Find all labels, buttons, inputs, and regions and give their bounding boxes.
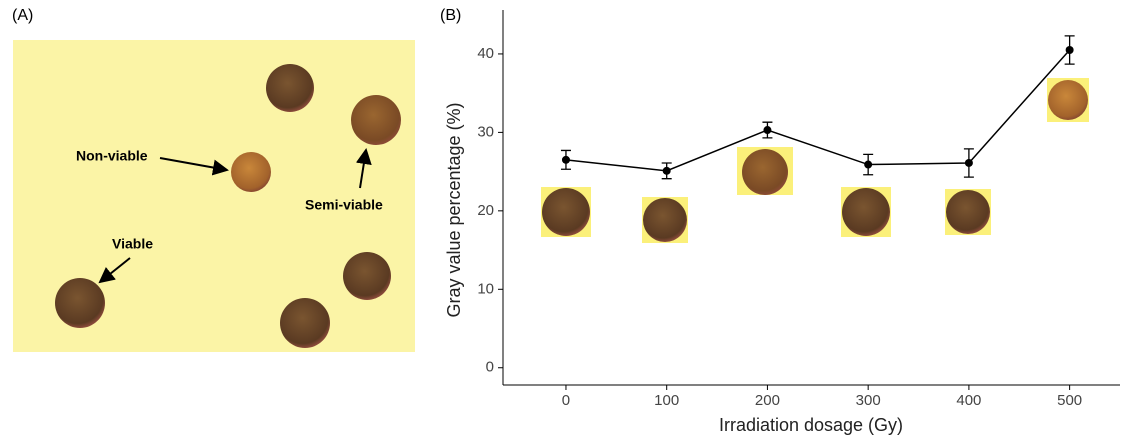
panel-label: (B) (440, 7, 461, 24)
x-tick-label: 500 (1057, 392, 1082, 409)
y-tick-label: 20 (477, 202, 494, 219)
y-tick-label: 0 (486, 359, 494, 376)
point (662, 166, 671, 175)
x-tick-label: 400 (956, 392, 981, 409)
y-tick-label: 40 (477, 45, 494, 62)
thumbnails (541, 78, 1089, 243)
point (1065, 46, 1074, 55)
point (864, 160, 873, 169)
x-tick-label: 300 (856, 392, 881, 409)
x-tick-label: 200 (755, 392, 780, 409)
point (561, 155, 570, 164)
point (964, 158, 973, 167)
y-tick-label: 10 (477, 280, 494, 297)
annotation: Non-viable (76, 148, 148, 164)
micrograph (13, 40, 415, 352)
point (763, 126, 772, 135)
annotation: Semi-viable (305, 197, 383, 213)
x-axis-label: Irradiation dosage (Gy) (719, 415, 903, 435)
panel-label: (A) (12, 7, 33, 24)
x-tick-label: 100 (654, 392, 679, 409)
line (565, 49, 1071, 172)
y-axis-label: Gray value percentage (%) (444, 102, 464, 317)
annotation: Viable (112, 236, 153, 252)
x-tick-label: 0 (562, 392, 570, 409)
y-tick-label: 30 (477, 123, 494, 140)
